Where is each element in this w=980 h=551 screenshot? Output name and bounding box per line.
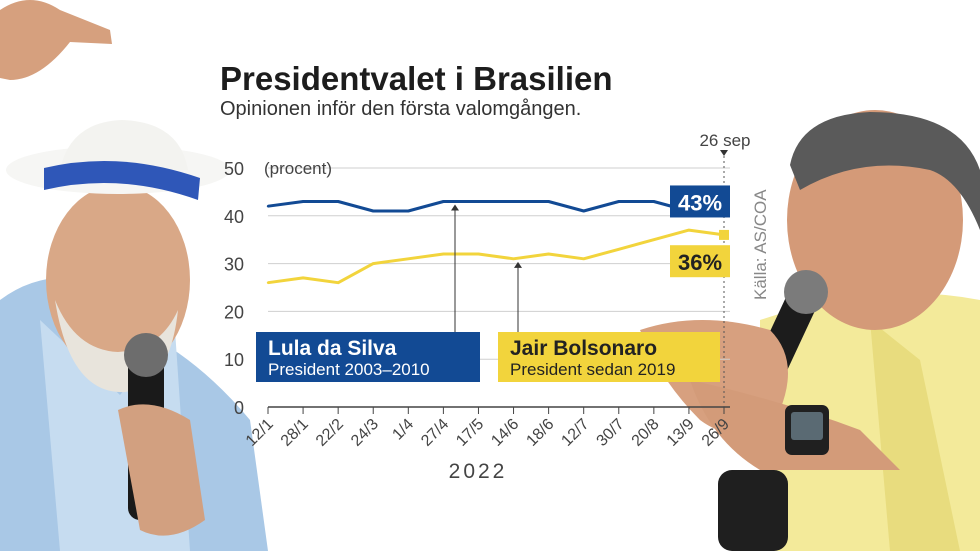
data-point [652, 200, 656, 203]
end-value-label-1: 36% [678, 250, 722, 275]
legend-name-1: Jair Bolsonaro [510, 337, 657, 360]
y-tick-label: 10 [224, 350, 244, 370]
y-tick-label: 30 [224, 255, 244, 275]
data-point [582, 257, 585, 261]
data-point [547, 252, 550, 256]
x-tick-label: 1/4 [389, 416, 417, 444]
data-point [336, 200, 340, 203]
x-tick-label: 30/7 [594, 416, 628, 450]
x-tick-label: 22/2 [313, 416, 347, 450]
y-tick-label: 0 [234, 398, 244, 418]
end-date-label: 26 sep [699, 131, 750, 150]
x-tick-label: 24/3 [348, 416, 382, 450]
chart-subtitle: Opinionen inför den första valomgången. [220, 98, 582, 120]
source-label: Källa: AS/COA [751, 189, 770, 300]
data-point [617, 248, 620, 251]
series-line-1 [267, 228, 725, 285]
data-point [442, 252, 445, 256]
data-point [372, 209, 375, 213]
x-tick-label: 12/7 [558, 416, 592, 450]
year-label: 2022 [449, 460, 508, 483]
data-point [266, 205, 270, 208]
legend-pointer-arrow-0 [451, 204, 459, 211]
series-line-0 [267, 200, 725, 213]
data-point [687, 228, 691, 232]
data-point [512, 200, 515, 203]
data-point [372, 262, 375, 265]
legend-description-0: President 2003–2010 [268, 360, 430, 379]
end-date-marker [720, 150, 728, 156]
data-point [477, 252, 480, 256]
y-tick-label: 50 [224, 159, 244, 179]
data-point [547, 200, 550, 203]
y-tick-label: 20 [224, 302, 244, 322]
data-point [266, 281, 270, 284]
data-point [582, 209, 585, 213]
legend-pointer-arrow-1 [514, 261, 522, 268]
end-value-label-0: 43% [678, 190, 722, 215]
legend-box-1 [498, 332, 720, 382]
bolsonaro-photo [640, 110, 980, 551]
x-tick-label: 27/4 [418, 416, 452, 450]
end-value-badge-0 [670, 185, 730, 218]
data-point [301, 276, 305, 280]
unit-label: (procent) [264, 159, 332, 178]
data-point [336, 281, 340, 284]
x-tick-label: 17/5 [453, 416, 487, 450]
chart-title: Presidentvalet i Brasilien [220, 60, 613, 97]
data-point [617, 200, 620, 203]
legend-description-1: President sedan 2019 [510, 360, 675, 379]
data-point [407, 257, 410, 261]
legend-box-0 [256, 332, 480, 382]
y-tick-label: 40 [224, 207, 244, 227]
data-point [652, 238, 656, 241]
x-tick-label: 14/6 [488, 416, 522, 450]
data-point [407, 209, 410, 213]
lula-photo [0, 0, 268, 551]
x-tick-label: 20/8 [629, 416, 663, 450]
data-point [477, 200, 480, 203]
legend-name-0: Lula da Silva [268, 337, 397, 360]
data-point [442, 200, 445, 203]
x-tick-label: 13/9 [664, 416, 698, 450]
data-point [301, 200, 305, 203]
series-end-marker-1 [719, 229, 729, 240]
data-point [512, 257, 515, 261]
x-tick-label: 18/6 [523, 416, 557, 450]
x-tick-label: 28/1 [278, 416, 312, 450]
end-value-badge-1 [670, 245, 730, 278]
